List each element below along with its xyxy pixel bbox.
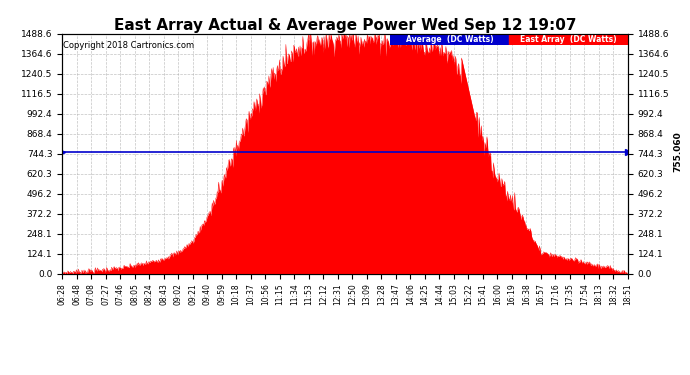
Title: East Array Actual & Average Power Wed Sep 12 19:07: East Array Actual & Average Power Wed Se…: [114, 18, 576, 33]
Text: Copyright 2018 Cartronics.com: Copyright 2018 Cartronics.com: [63, 41, 195, 50]
Text: 755.060: 755.060: [673, 132, 682, 172]
